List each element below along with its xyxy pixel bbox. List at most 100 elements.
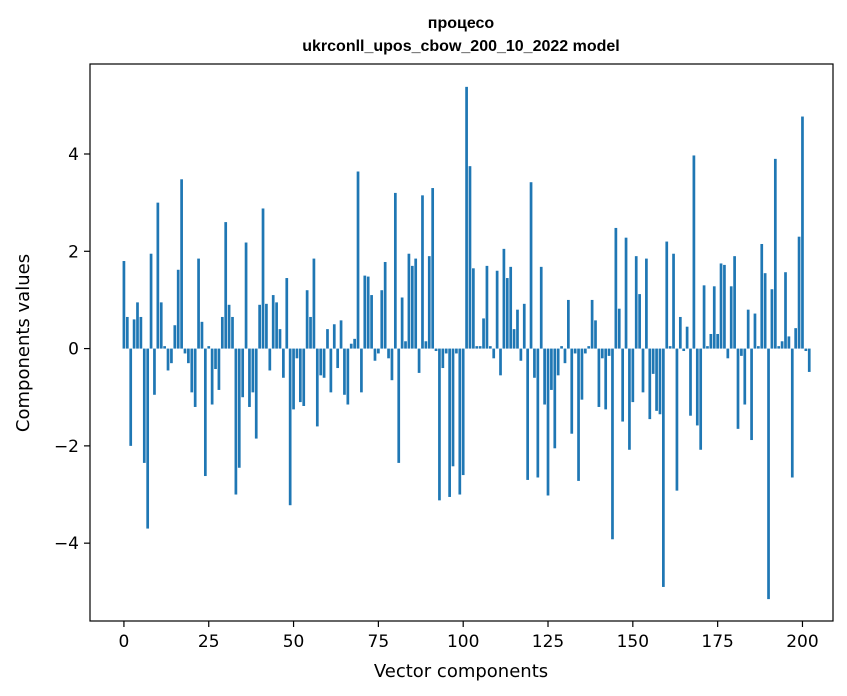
bar-91 (431, 188, 435, 349)
bar-124 (543, 348, 546, 405)
bar-190 (767, 348, 770, 600)
bar-186 (753, 313, 757, 349)
bar-117 (519, 348, 523, 361)
bar-129 (560, 346, 563, 349)
bar-13 (166, 348, 170, 371)
bar-0 (122, 261, 126, 349)
bar-152 (638, 294, 641, 349)
bar-4 (136, 302, 139, 349)
bar-202 (807, 348, 811, 372)
y-tick-label: 0 (68, 340, 79, 360)
bar-174 (712, 286, 716, 349)
bar-35 (241, 348, 245, 398)
bar-114 (509, 266, 513, 349)
bar-121 (533, 348, 536, 378)
x-tick-label: 75 (368, 632, 390, 652)
bar-57 (315, 348, 319, 427)
bar-58 (319, 348, 323, 376)
bar-183 (743, 348, 747, 405)
bar-105 (478, 346, 482, 349)
bar-167 (689, 348, 692, 416)
bar-81 (397, 348, 401, 463)
bar-37 (248, 348, 251, 407)
y-tick-label: 2 (68, 242, 79, 262)
bar-75 (377, 348, 380, 354)
bar-134 (577, 348, 580, 481)
bar-189 (763, 273, 767, 349)
bar-181 (736, 348, 740, 429)
bar-158 (658, 348, 662, 415)
bar-182 (740, 348, 743, 356)
bar-116 (516, 309, 519, 349)
x-tick-label: 150 (617, 632, 649, 652)
bar-26 (210, 348, 214, 405)
bar-145 (614, 227, 618, 349)
bar-180 (733, 256, 736, 349)
bar-27 (214, 348, 217, 370)
bar-5 (139, 316, 143, 349)
bar-68 (353, 338, 356, 349)
bar-82 (400, 297, 404, 349)
bar-146 (617, 308, 621, 349)
bar-162 (672, 253, 675, 349)
bar-6 (142, 348, 146, 463)
bar-110 (495, 270, 499, 349)
bar-154 (645, 258, 648, 349)
bar-53 (302, 348, 306, 406)
bar-56 (312, 258, 316, 349)
bar-1 (125, 316, 129, 349)
bar-126 (550, 348, 553, 390)
bar-50 (292, 348, 295, 410)
bar-115 (512, 329, 516, 349)
bar-170 (699, 348, 703, 450)
bar-87 (417, 348, 421, 373)
bar-94 (441, 348, 445, 369)
bar-22 (197, 258, 200, 349)
bar-103 (472, 268, 475, 349)
bar-17 (180, 179, 183, 349)
bar-45 (275, 302, 278, 349)
bar-198 (794, 328, 798, 349)
bar-63 (336, 348, 340, 369)
bar-165 (682, 348, 686, 352)
bar-59 (322, 348, 326, 378)
x-axis-ticks: 0 25 50 75 100 125 150 175 200 (119, 621, 819, 652)
bar-149 (628, 348, 631, 450)
bar-122 (536, 348, 540, 478)
bar-18 (183, 348, 187, 354)
bar-77 (383, 261, 387, 349)
bar-184 (746, 309, 750, 349)
bar-76 (380, 290, 384, 349)
bar-23 (200, 321, 204, 349)
y-tick-label: −2 (54, 437, 79, 457)
x-tick-label: 200 (786, 632, 818, 652)
bar-71 (363, 275, 367, 349)
bar-113 (505, 278, 509, 349)
bar-47 (282, 348, 285, 378)
bar-36 (244, 242, 248, 349)
bar-106 (482, 318, 485, 349)
bar-44 (271, 295, 275, 349)
bar-156 (651, 348, 655, 374)
bar-96 (448, 348, 451, 497)
bar-144 (611, 348, 614, 540)
bar-78 (387, 348, 390, 359)
bar-131 (567, 299, 570, 349)
bar-104 (475, 346, 479, 349)
bar-164 (678, 316, 682, 349)
bar-172 (706, 346, 709, 349)
bar-194 (780, 341, 784, 349)
bar-139 (594, 320, 597, 349)
bar-2 (129, 348, 133, 446)
bar-32 (231, 316, 234, 349)
bar-40 (258, 304, 261, 349)
bar-150 (631, 348, 635, 403)
bar-197 (790, 348, 794, 478)
x-tick-label: 25 (198, 632, 220, 652)
bar-90 (427, 256, 431, 349)
bar-108 (488, 346, 492, 349)
bar-151 (634, 256, 638, 349)
bar-143 (607, 348, 611, 356)
bar-199 (797, 236, 801, 349)
